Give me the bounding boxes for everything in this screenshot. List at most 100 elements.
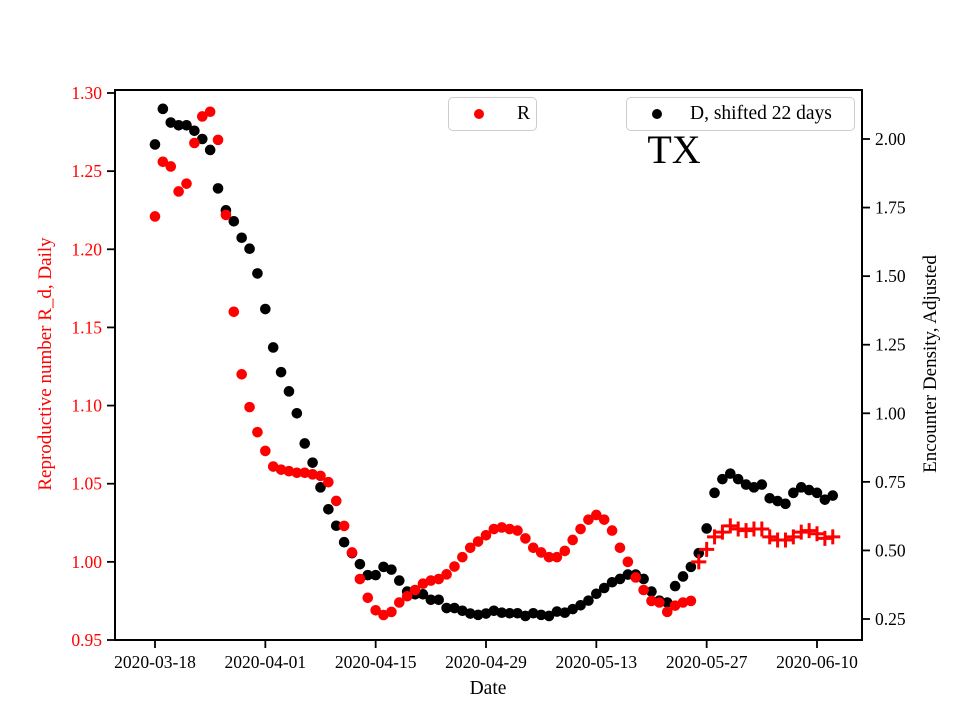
d-data-point <box>157 103 169 115</box>
d-data-point <box>181 119 192 131</box>
d-data-point <box>149 139 161 150</box>
d-data-point <box>551 606 563 617</box>
d-data-point <box>535 609 547 621</box>
x-axis-label: Date <box>469 678 507 699</box>
d-data-point <box>362 569 374 581</box>
r-data-point <box>165 161 177 172</box>
r-data-point <box>394 597 405 608</box>
r-forecast-plus-point <box>691 554 707 570</box>
d-data-point <box>472 609 484 621</box>
d-data-point <box>638 573 649 585</box>
left-axis-label: Reproductive number R_d, Daily <box>35 237 56 491</box>
r-forecast-plus-point <box>722 518 738 534</box>
r-data-point <box>228 306 240 318</box>
x-tick-label: 2020-04-15 <box>335 652 417 672</box>
r-forecast-plus-point <box>793 524 809 540</box>
r-data-point <box>512 525 523 536</box>
d-data-point <box>173 119 184 131</box>
x-tick-label: 2020-03-18 <box>114 652 196 672</box>
r-data-point <box>244 401 255 413</box>
r-data-point <box>622 556 634 568</box>
d-data-point <box>386 564 397 575</box>
r-data-point <box>527 542 539 554</box>
r-data-point <box>520 533 531 544</box>
d-data-point <box>299 438 311 449</box>
d-data-point <box>646 586 657 597</box>
right-tick-label: 0.25 <box>875 609 906 629</box>
r-data-point <box>543 551 555 563</box>
d-data-point <box>575 599 586 611</box>
d-data-point <box>598 582 610 594</box>
legend-d: D, shifted 22 days <box>626 97 855 131</box>
d-data-point <box>204 144 216 156</box>
d-data-point <box>394 575 405 586</box>
r-data-point <box>346 547 358 558</box>
d-data-point <box>614 573 626 585</box>
d-data-point <box>260 303 271 315</box>
d-data-point <box>291 407 303 419</box>
r-forecast-plus-point <box>809 526 825 542</box>
d-data-point <box>236 232 247 244</box>
red-dot-marker-icon <box>474 109 484 119</box>
legend-r: R <box>448 97 537 131</box>
right-tick-label: 1.25 <box>875 335 906 355</box>
r-data-point <box>535 547 547 558</box>
d-data-point <box>559 607 571 618</box>
d-data-point <box>685 561 697 573</box>
r-data-point <box>598 514 610 525</box>
right-tick-label: 1.75 <box>875 198 906 218</box>
d-data-point <box>504 607 515 619</box>
d-data-point <box>732 473 744 485</box>
d-data-point <box>196 133 208 145</box>
r-data-point <box>551 551 563 563</box>
legend-r-label: R <box>517 103 531 124</box>
r-data-point <box>425 575 437 586</box>
right-tick-label: 1.00 <box>875 403 906 423</box>
d-data-point <box>307 457 318 468</box>
r-data-point <box>204 106 216 118</box>
r-data-point <box>457 551 468 563</box>
r-data-point <box>575 523 586 535</box>
r-data-point <box>370 605 381 616</box>
r-data-point <box>401 590 413 602</box>
r-data-point <box>614 542 626 554</box>
r-data-point <box>567 534 578 546</box>
r-data-point <box>583 514 594 525</box>
r-data-point <box>252 426 263 438</box>
d-data-point <box>583 595 594 606</box>
r-data-point <box>307 469 318 480</box>
r-data-point <box>654 597 665 608</box>
r-forecast-plus-point <box>754 521 770 537</box>
d-data-point <box>827 490 839 501</box>
chart-title: TX <box>647 127 701 172</box>
r-forecast-plus-point <box>699 541 715 557</box>
d-data-point <box>811 487 823 499</box>
d-data-point <box>709 487 720 499</box>
x-tick-label: 2020-05-13 <box>556 652 638 672</box>
d-data-point <box>756 479 768 490</box>
d-data-point <box>417 589 429 600</box>
r-forecast-plus-point <box>777 532 793 548</box>
d-data-point <box>669 580 681 592</box>
d-data-point <box>717 473 728 485</box>
d-data-point <box>252 268 263 279</box>
r-data-point <box>433 573 445 585</box>
d-data-point <box>441 602 452 614</box>
right-tick-label: 2.00 <box>875 129 906 149</box>
r-data-point <box>157 156 169 168</box>
r-forecast-plus-point <box>762 529 778 545</box>
r-data-point <box>362 592 374 604</box>
r-data-point <box>638 584 649 596</box>
d-data-point <box>275 366 287 378</box>
r-data-point <box>315 470 326 482</box>
d-data-point <box>228 215 240 227</box>
r-data-point <box>677 597 689 608</box>
r-forecast-plus-point <box>785 529 801 545</box>
r-data-point <box>449 561 460 572</box>
r-forecast-plus-point <box>714 524 730 540</box>
r-data-point <box>386 606 397 618</box>
r-data-point <box>504 523 515 535</box>
r-data-point <box>464 542 476 554</box>
r-data-point <box>480 529 492 541</box>
